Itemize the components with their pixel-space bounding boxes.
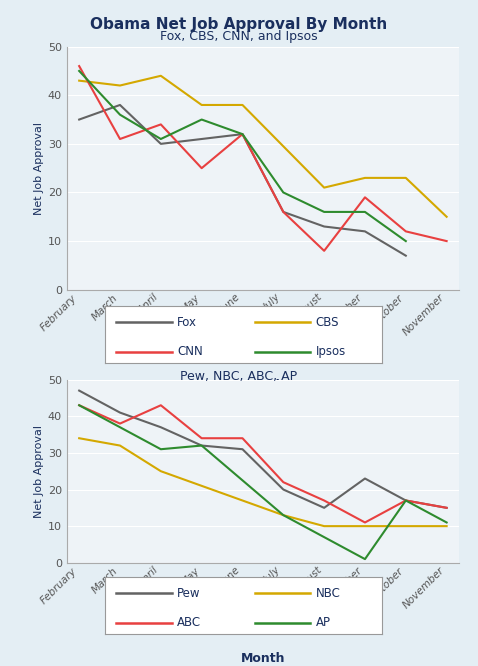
Text: CBS: CBS <box>316 316 339 329</box>
Text: ABC: ABC <box>177 616 201 629</box>
Text: CNN: CNN <box>177 345 203 358</box>
Text: Pew, NBC, ABC, AP: Pew, NBC, ABC, AP <box>180 370 298 383</box>
Text: AP: AP <box>316 616 331 629</box>
X-axis label: Month: Month <box>240 652 285 665</box>
Text: Fox: Fox <box>177 316 197 329</box>
Text: Ipsos: Ipsos <box>316 345 346 358</box>
X-axis label: Month: Month <box>240 379 285 392</box>
Text: Obama Net Job Approval By Month: Obama Net Job Approval By Month <box>90 17 388 32</box>
Y-axis label: Net Job Approval: Net Job Approval <box>34 122 44 214</box>
Text: NBC: NBC <box>316 587 341 600</box>
Text: Fox, CBS, CNN, and Ipsos: Fox, CBS, CNN, and Ipsos <box>160 30 318 43</box>
Text: Pew: Pew <box>177 587 201 600</box>
Y-axis label: Net Job Approval: Net Job Approval <box>34 425 44 517</box>
